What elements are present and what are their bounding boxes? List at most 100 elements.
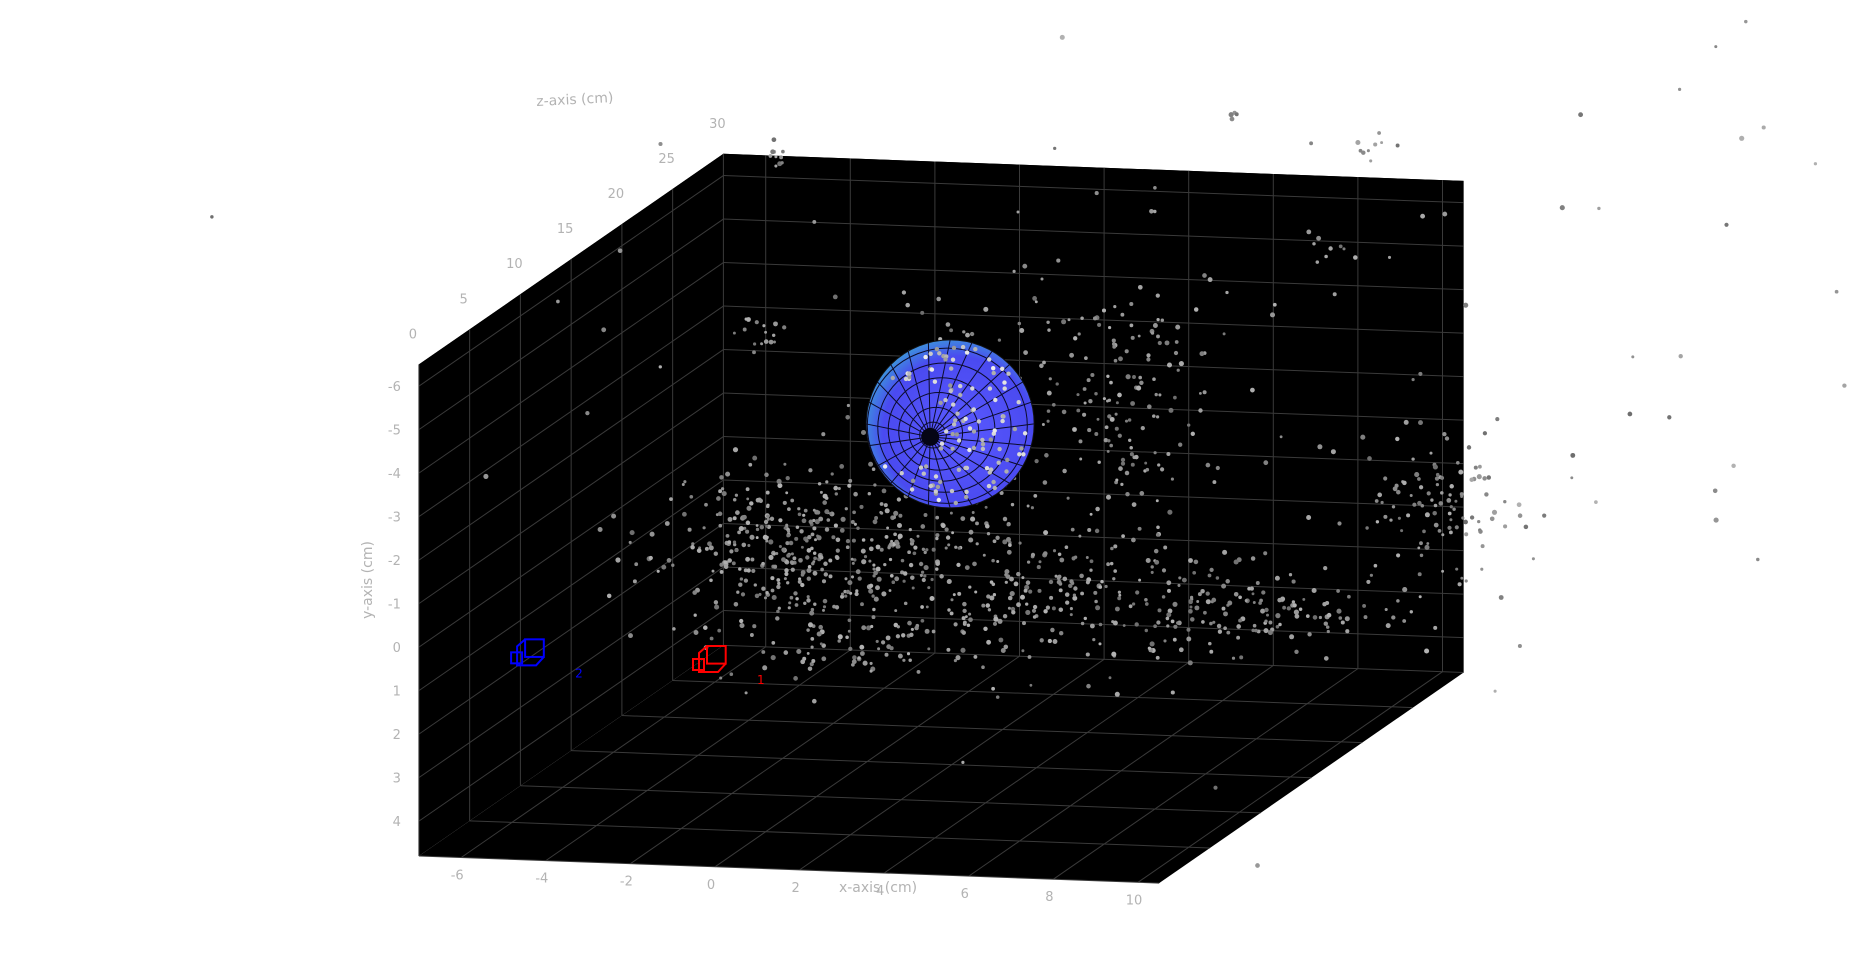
camera-label: 2 [575, 666, 583, 680]
cloud-point [806, 628, 810, 632]
cloud-point [806, 651, 810, 655]
z-tick-label: 30 [709, 117, 726, 132]
cloud-point [1263, 551, 1268, 556]
sphere-surface-point [950, 357, 956, 362]
cloud-point [840, 594, 845, 599]
grid-z-floor [418, 855, 1160, 884]
cloud-point [628, 633, 633, 639]
cloud-point [1263, 460, 1269, 466]
cloud-point [766, 514, 770, 518]
cloud-point [1153, 624, 1157, 629]
cloud-point [1489, 516, 1495, 522]
cloud-point [1216, 623, 1222, 629]
cloud-point [1167, 588, 1171, 593]
cloud-point [1369, 573, 1374, 577]
cloud-point [738, 582, 743, 587]
cloud-point [920, 524, 926, 529]
cloud-point [1108, 676, 1112, 680]
cloud-point [745, 529, 750, 534]
cloud-point [773, 321, 778, 327]
cloud-point [935, 533, 940, 538]
cloud-point [1111, 651, 1117, 657]
cloud-point [1166, 362, 1173, 368]
cloud-point [785, 523, 789, 527]
cloud-point [1157, 340, 1162, 346]
cloud-point [946, 647, 951, 652]
cloud-point [895, 544, 901, 549]
cloud-point [732, 498, 737, 502]
sphere-surface-point [1006, 371, 1011, 376]
cloud-point [1058, 588, 1063, 593]
cloud-point [1120, 312, 1125, 317]
cloud-point [750, 557, 755, 562]
cloud-point [860, 429, 867, 436]
cloud-point [1306, 515, 1312, 520]
cloud-point [1144, 628, 1149, 633]
grid-y-back [723, 566, 1464, 595]
cloud-point [790, 560, 795, 566]
cloud-point [1094, 191, 1099, 196]
cloud-point [1168, 407, 1174, 413]
cloud-point [681, 483, 685, 486]
cloud-point [1244, 599, 1248, 603]
cloud-point [1144, 598, 1148, 602]
cloud-point [1079, 573, 1084, 579]
cloud-point [913, 545, 918, 550]
sphere-surface-point [991, 366, 996, 371]
sphere-surface-point [963, 465, 968, 471]
cloud-point [776, 609, 780, 614]
cloud-point [1594, 500, 1598, 504]
cloud-point [632, 579, 637, 584]
cloud-point [799, 529, 804, 534]
cloud-point [1049, 595, 1054, 600]
cloud-point [986, 594, 991, 599]
cloud-point [1437, 529, 1442, 533]
camera-frustum [698, 645, 727, 673]
cloud-point [1154, 559, 1160, 565]
cloud-point [1032, 296, 1037, 301]
cloud-point [1118, 466, 1123, 471]
cloud-point [907, 550, 911, 555]
camera-lens [692, 658, 705, 671]
cloud-point [1094, 599, 1098, 604]
cloud-point [766, 517, 770, 521]
cloud-point [785, 541, 790, 546]
cloud-point [1208, 641, 1212, 646]
cloud-point [1417, 546, 1421, 550]
cloud-point [947, 608, 951, 612]
cloud-point [872, 563, 876, 567]
camera-body [706, 645, 727, 665]
cloud-point [1813, 162, 1818, 166]
cloud-point [861, 559, 867, 565]
cloud-point [748, 462, 753, 467]
cloud-point [763, 519, 769, 525]
cloud-point [1177, 583, 1181, 587]
z-axis-label: z-axis (cm) [536, 90, 614, 110]
x-tick-label: 8 [1045, 890, 1053, 905]
cloud-point [855, 589, 859, 593]
sphere-surface-point [1000, 418, 1005, 424]
cloud-point [1361, 150, 1366, 155]
cloud-point [835, 537, 841, 543]
grid-y-back [723, 392, 1464, 421]
cloud-point [869, 661, 873, 665]
cloud-point [907, 620, 912, 626]
cloud-point [1482, 476, 1487, 481]
cloud-point [794, 603, 799, 607]
sphere-surface-point [1001, 414, 1006, 419]
cloud-point [806, 568, 812, 573]
cloud-point [833, 523, 838, 528]
cloud-point [1312, 615, 1318, 620]
cloud-point [1104, 425, 1109, 430]
cloud-point [868, 583, 874, 588]
y-axis-label: y-axis (cm) [360, 541, 376, 619]
cloud-point [1434, 476, 1440, 481]
cloud-point [1047, 328, 1051, 332]
cloud-point [991, 558, 995, 563]
grid-y-back [723, 175, 1464, 204]
cloud-point [1051, 606, 1056, 611]
cloud-point [906, 652, 911, 656]
cloud-point [704, 546, 709, 551]
cloud-point [1440, 491, 1444, 495]
cloud-point [1667, 415, 1672, 420]
